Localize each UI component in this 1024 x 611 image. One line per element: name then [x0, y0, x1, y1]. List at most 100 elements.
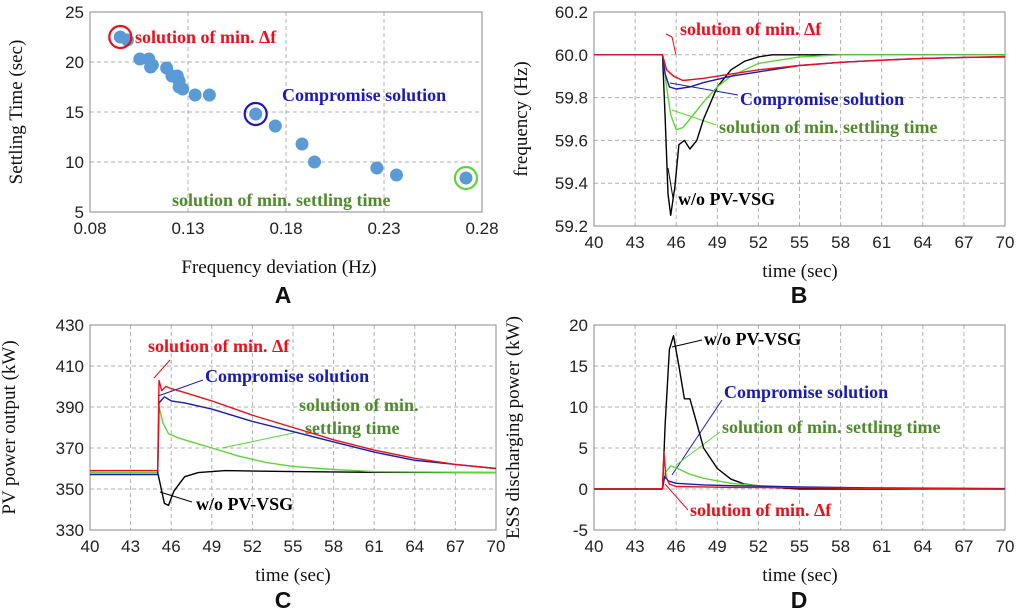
y-tick-label: 0	[579, 480, 588, 499]
panel-label: B	[791, 282, 808, 308]
annotation-wo-pvvsg: w/o PV-VSG	[704, 329, 801, 349]
annotation-wo-pvvsg: w/o PV-VSG	[196, 494, 293, 514]
y-tick-label: 20	[569, 316, 588, 335]
annotation-min-settling-1: solution of min.	[299, 395, 419, 415]
x-tick-label: 0.28	[465, 219, 498, 238]
series-line-black	[90, 469, 497, 507]
x-tick-label: 61	[872, 537, 891, 556]
y-tick-label: -5	[573, 521, 588, 540]
x-axis-label: time (sec)	[255, 565, 330, 586]
panel-label: C	[275, 587, 292, 611]
x-tick-label: 49	[708, 537, 727, 556]
x-tick-label: 0.08	[73, 219, 106, 238]
y-axis-label: Settling Time (sec)	[6, 40, 27, 185]
x-tick-label: 46	[667, 537, 686, 556]
series-line-red	[594, 54, 1006, 82]
scatter-point	[188, 88, 202, 102]
x-tick-label: 55	[790, 537, 809, 556]
x-tick-label: 61	[872, 233, 891, 252]
arrow-wo-pvvsg	[671, 339, 703, 348]
highlight-ring-blue	[243, 101, 268, 127]
y-tick-label: 330	[56, 521, 84, 540]
scatter-point	[202, 88, 216, 102]
x-tick-label: 52	[749, 233, 768, 252]
y-tick-label: 59.8	[555, 89, 588, 108]
y-tick-label: 10	[65, 153, 84, 172]
x-tick-label: 58	[831, 233, 850, 252]
x-tick-label: 49	[202, 537, 221, 556]
x-tick-label: 58	[324, 537, 343, 556]
y-axis-label: frequency (Hz)	[511, 61, 532, 177]
annotation-min-settling-2: settling time	[305, 418, 399, 438]
y-tick-label: 10	[569, 398, 588, 417]
scatter-point	[295, 137, 309, 151]
x-tick-label: 70	[487, 537, 506, 556]
x-tick-label: 55	[790, 233, 809, 252]
panel-label: D	[791, 587, 808, 611]
panel-label: A	[275, 282, 292, 308]
x-tick-label: 67	[954, 233, 973, 252]
y-tick-label: 59.6	[555, 131, 588, 150]
x-tick-label: 43	[626, 233, 645, 252]
arrow-wo-pvvsg	[667, 167, 674, 199]
x-tick-label: 0.23	[367, 219, 400, 238]
x-tick-label: 49	[708, 233, 727, 252]
y-tick-label: 60.0	[555, 46, 588, 65]
y-axis-label: PV power output (kW)	[0, 340, 20, 514]
y-tick-label: 25	[65, 3, 84, 22]
y-tick-label: 370	[56, 439, 84, 458]
scatter-point	[389, 168, 403, 182]
y-tick-label: 390	[56, 398, 84, 417]
annotation-wo-pvvsg: w/o PV-VSG	[678, 189, 775, 209]
x-axis-label: time (sec)	[762, 565, 837, 586]
arrow-min-settling	[675, 431, 721, 466]
plot-frame	[593, 324, 1006, 531]
series-line-green	[594, 465, 1006, 490]
scatter-point	[459, 171, 473, 185]
panel-b: solution of min. Δf Compromise solution …	[511, 3, 1014, 308]
highlight-ring-red	[108, 24, 133, 50]
x-tick-label: 52	[749, 537, 768, 556]
x-tick-label: 61	[365, 537, 384, 556]
series-line-red	[90, 379, 497, 472]
arrow-compromise	[671, 399, 723, 476]
arrow-min-settling	[671, 109, 717, 126]
panel-a: solution of min. Δf Compromise solution …	[6, 3, 499, 308]
y-tick-label: 20	[65, 53, 84, 72]
series-line-blue	[90, 396, 497, 476]
x-tick-label: 70	[996, 233, 1015, 252]
x-tick-label: 46	[667, 233, 686, 252]
series-line-red	[594, 451, 1006, 490]
y-tick-label: 15	[65, 103, 84, 122]
x-tick-label: 64	[913, 233, 932, 252]
arrow-min-settling	[221, 431, 299, 449]
arrow-min-df	[153, 359, 171, 379]
annotation-min-settling: solution of min. settling time	[172, 190, 391, 210]
annotation-compromise: Compromise solution	[740, 89, 904, 109]
y-tick-label: 410	[56, 357, 84, 376]
arrow-min-df	[664, 483, 689, 511]
y-tick-label: 5	[579, 439, 588, 458]
y-tick-label: 430	[56, 316, 84, 335]
x-tick-label: 64	[405, 537, 424, 556]
x-tick-label: 40	[585, 233, 604, 252]
plot-frame	[89, 11, 483, 213]
arrow-min-df	[665, 33, 677, 56]
y-tick-label: 350	[56, 480, 84, 499]
scatter-point	[370, 161, 384, 175]
y-tick-label: 5	[75, 203, 84, 222]
x-tick-label: 67	[954, 537, 973, 556]
x-tick-label: 40	[585, 537, 604, 556]
series-line-green	[90, 406, 497, 474]
scatter-point	[308, 155, 322, 169]
scatter-point	[133, 52, 147, 66]
x-tick-label: 58	[831, 537, 850, 556]
x-tick-label: 64	[913, 537, 932, 556]
x-tick-label: 40	[81, 537, 100, 556]
annotation-min-df: solution of min. Δf	[135, 27, 277, 47]
series-line-black	[594, 54, 1005, 217]
y-axis-label: ESS discharging power (kW)	[503, 316, 524, 539]
x-axis-label: Frequency deviation (Hz)	[181, 257, 376, 278]
annotation-compromise: Compromise solution	[205, 366, 369, 386]
